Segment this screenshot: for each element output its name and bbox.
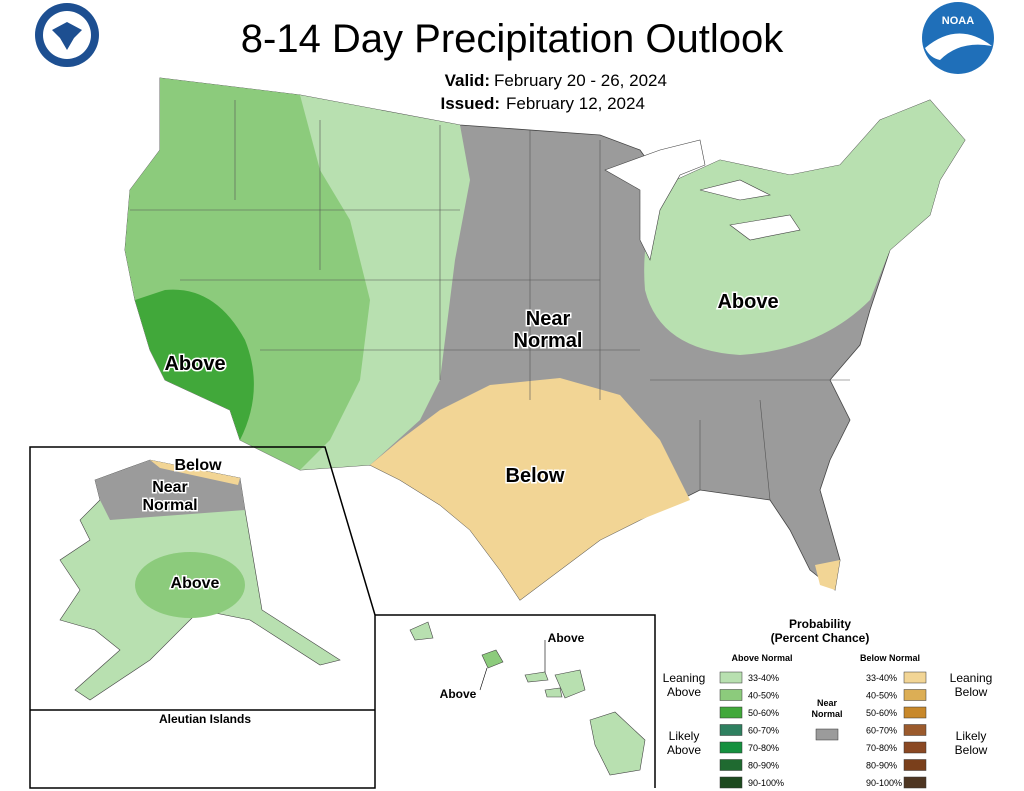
region-label: Near	[152, 479, 188, 496]
hawaii-map	[409, 621, 646, 776]
legend-swatch	[903, 671, 927, 684]
region-label: Above	[548, 631, 585, 645]
legend-swatch	[719, 759, 743, 771]
legend-swatch	[815, 728, 839, 741]
legend-swatch	[719, 671, 743, 684]
legend-group-label: Leaning	[950, 671, 993, 685]
region-label: Above	[440, 687, 477, 701]
legend-item-label: 70-80%	[866, 743, 897, 753]
legend-swatch	[719, 724, 743, 736]
valid-dates: February 20 - 26, 2024	[494, 71, 667, 90]
conus-map	[124, 77, 966, 601]
legend-item-label: 60-70%	[748, 726, 779, 736]
legend-group-label: Below	[955, 743, 988, 757]
legend-item-label: 40-50%	[748, 691, 779, 701]
legend-item-label: 33-40%	[866, 673, 897, 683]
logo-text: NOAA	[942, 15, 974, 27]
region-label: Above	[164, 353, 225, 375]
legend-title: (Percent Chance)	[771, 631, 870, 645]
noaa-logo: NOAA	[922, 2, 994, 74]
legend-group-label: Above	[667, 685, 701, 699]
legend-swatch	[903, 706, 927, 719]
legend-title: Probability	[789, 617, 851, 631]
legend-item-label: 40-50%	[866, 691, 897, 701]
legend-group-label: Above	[667, 743, 701, 757]
valid-label: Valid:	[445, 71, 490, 90]
inset-frames	[29, 446, 656, 789]
legend-group-label: Below	[955, 685, 988, 699]
legend: Probability(Percent Chance) Above Normal 3…	[663, 617, 993, 789]
region-label: Normal	[514, 330, 583, 352]
legend-swatch	[903, 724, 927, 736]
legend-swatch	[719, 776, 743, 789]
legend-item-label: 70-80%	[748, 743, 779, 753]
legend-group-label: Likely	[956, 729, 987, 743]
commerce-seal	[35, 3, 99, 67]
legend-item-label: 90-100%	[866, 778, 902, 788]
legend-swatch	[719, 741, 743, 754]
legend-near-label: Near	[817, 698, 838, 708]
issued-label: Issued:	[440, 94, 500, 113]
legend-item-label: 33-40%	[748, 673, 779, 683]
legend-heading: Above Normal	[731, 653, 792, 663]
legend-group-label: Likely	[669, 729, 700, 743]
issued-date: February 12, 2024	[506, 94, 645, 113]
legend-swatch	[903, 689, 927, 701]
legend-swatch	[719, 706, 743, 719]
region-label: Near	[526, 308, 571, 330]
region-label: Below	[506, 465, 565, 487]
legend-item-label: 80-90%	[748, 761, 779, 771]
legend-heading: Below Normal	[860, 653, 920, 663]
legend-swatch	[903, 741, 927, 754]
region-label: Normal	[142, 497, 197, 514]
region-label: Above	[171, 575, 220, 592]
inset-title: Aleutian Islands	[159, 712, 251, 726]
legend-group-label: Leaning	[663, 671, 706, 685]
legend-item-label: 60-70%	[866, 726, 897, 736]
legend-item-label: 80-90%	[866, 761, 897, 771]
legend-item-label: 50-60%	[866, 708, 897, 718]
legend-near-label: Normal	[811, 709, 842, 719]
alaska-map	[59, 459, 341, 701]
region-label: Above	[717, 291, 778, 313]
region-labels: AboveNearNormalAboveBelowBelowNearNormal…	[141, 290, 780, 727]
legend-swatch	[903, 759, 927, 771]
title: 8-14 Day Precipitation Outlook	[241, 17, 785, 61]
region-label: Below	[174, 457, 222, 474]
legend-item-label: 50-60%	[748, 708, 779, 718]
legend-swatch	[719, 689, 743, 701]
legend-swatch	[903, 776, 927, 789]
legend-item-label: 90-100%	[748, 778, 784, 788]
